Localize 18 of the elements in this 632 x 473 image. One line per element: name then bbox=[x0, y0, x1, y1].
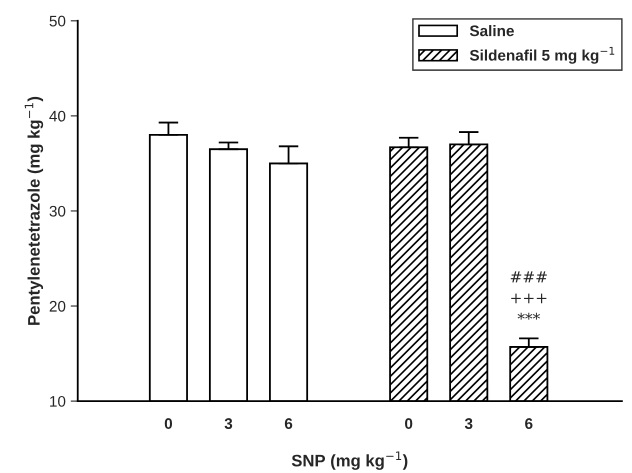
x-tick-label: 3 bbox=[464, 418, 472, 430]
x-tick-label: 3 bbox=[224, 418, 232, 430]
x-tick-label: 6 bbox=[525, 418, 532, 429]
y-axis-title: Pentylenetetrazole (mg kg$^{−1}$) bbox=[24, 96, 44, 325]
annotation: *** bbox=[518, 312, 540, 320]
annotation: ### bbox=[510, 271, 547, 282]
x-tick-label: 6 bbox=[284, 418, 292, 429]
x-tick-label: 0 bbox=[405, 418, 412, 429]
legend-label: Saline bbox=[470, 25, 514, 36]
x-axis-title: SNP (mg kg$^{−1}$) bbox=[292, 451, 408, 470]
y-tick-label: 20 bbox=[50, 300, 66, 312]
legend-label: Sildenafil 5 mg kg$^{−1}$ bbox=[470, 46, 614, 64]
x-tick-label: 0 bbox=[164, 418, 172, 429]
y-tick-label: 30 bbox=[50, 206, 66, 217]
y-tick-label: 40 bbox=[49, 110, 66, 122]
y-tick-label: 50 bbox=[50, 16, 66, 26]
y-tick-label: 10 bbox=[50, 396, 66, 407]
annotation: +++ bbox=[511, 294, 546, 304]
